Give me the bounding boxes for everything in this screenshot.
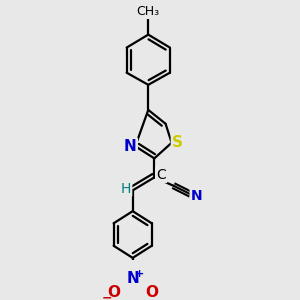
Text: O: O	[107, 285, 120, 300]
Text: N: N	[124, 139, 136, 154]
Text: H: H	[121, 182, 131, 196]
Text: C: C	[156, 168, 166, 182]
Text: N: N	[191, 189, 203, 202]
Text: CH₃: CH₃	[137, 5, 160, 18]
Text: N: N	[126, 271, 139, 286]
Text: S: S	[172, 135, 183, 150]
Text: O: O	[145, 285, 158, 300]
Text: +: +	[135, 269, 144, 279]
Text: −: −	[101, 291, 112, 300]
